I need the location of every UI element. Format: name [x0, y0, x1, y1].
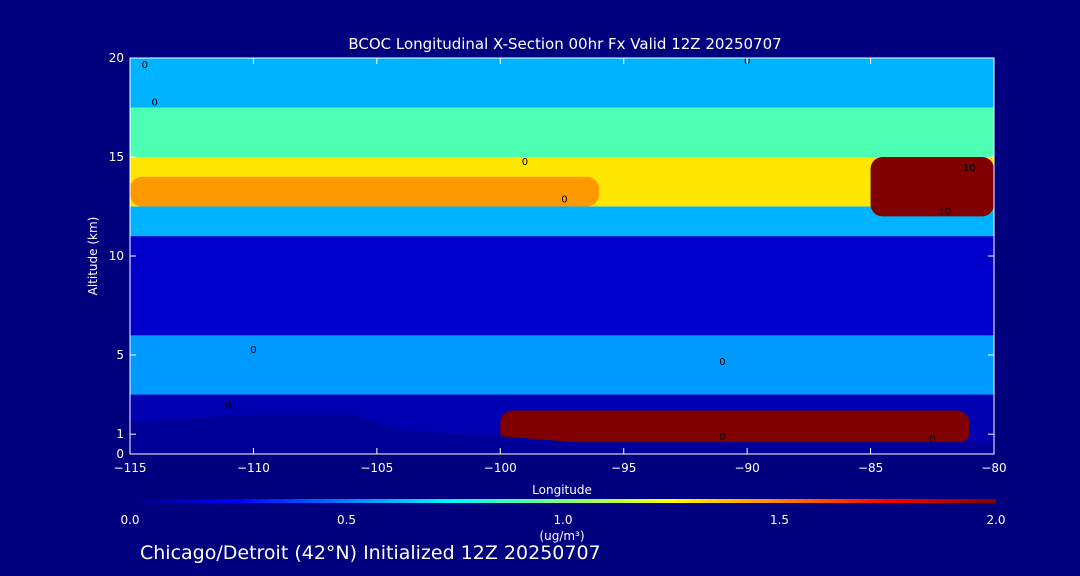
contour-label-9: 0: [929, 434, 935, 445]
band-3: [130, 206, 994, 237]
plot-area: 00000000001010: [130, 58, 994, 454]
hotspot-0: [870, 157, 994, 217]
band-2: [130, 236, 994, 336]
colorbar-tick-label: 0.0: [120, 513, 139, 527]
contour-label-8: 0: [719, 357, 725, 368]
contour-label-11: 10: [938, 206, 951, 217]
x-tick-label: −105: [360, 461, 393, 475]
contour-label-7: 0: [719, 432, 725, 443]
colorbar-gradient: [130, 499, 996, 503]
chart-title: BCOC Longitudinal X-Section 00hr Fx Vali…: [348, 35, 781, 53]
contour-label-0: 0: [142, 60, 148, 71]
y-tick-label: 1: [116, 427, 124, 441]
terrain: [130, 414, 994, 454]
x-tick-label: −100: [484, 461, 517, 475]
hotspot-1: [500, 410, 970, 445]
contour-label-6: 0: [226, 400, 232, 411]
y-tick-label: 10: [109, 249, 124, 263]
contour-label-10: 10: [963, 163, 976, 174]
contour-label-5: 0: [250, 345, 256, 356]
colorbar-tick-label: 1.0: [553, 513, 572, 527]
y-axis-label: Altitude (km): [86, 217, 100, 296]
x-tick-label: −110: [237, 461, 270, 475]
x-axis-label: Longitude: [532, 483, 592, 497]
y-tick-label: 15: [109, 150, 124, 164]
contour-label-3: 0: [522, 157, 528, 168]
band-6: [130, 58, 994, 108]
colorbar-units: (ug/m³): [539, 529, 584, 543]
band-5: [130, 107, 994, 157]
colorbar-tick-label: 0.5: [337, 513, 356, 527]
x-tick-label: −90: [734, 461, 759, 475]
x-tick-label: −95: [611, 461, 636, 475]
y-tick-label: 0: [116, 447, 124, 461]
colorbar-tick-label: 2.0: [986, 513, 1005, 527]
contour-label-4: 0: [561, 195, 567, 206]
colorbar: 0.0 0.5 1.0 1.5 2.0 (ug/m³): [120, 499, 1006, 543]
contour-label-1: 0: [151, 98, 157, 109]
x-axis: −115 −110 −105 −100 −95 −90 −85 −80: [114, 58, 1007, 475]
y-tick-label: 20: [109, 51, 124, 65]
x-tick-label: −80: [981, 461, 1006, 475]
hotspot-2: [130, 176, 600, 207]
x-tick-label: −115: [114, 461, 147, 475]
x-tick-label: −85: [858, 461, 883, 475]
colorbar-tick-label: 1.5: [770, 513, 789, 527]
band-1: [130, 335, 994, 395]
footer-caption: Chicago/Detroit (42°N) Initialized 12Z 2…: [140, 542, 601, 564]
y-tick-label: 5: [116, 348, 124, 362]
